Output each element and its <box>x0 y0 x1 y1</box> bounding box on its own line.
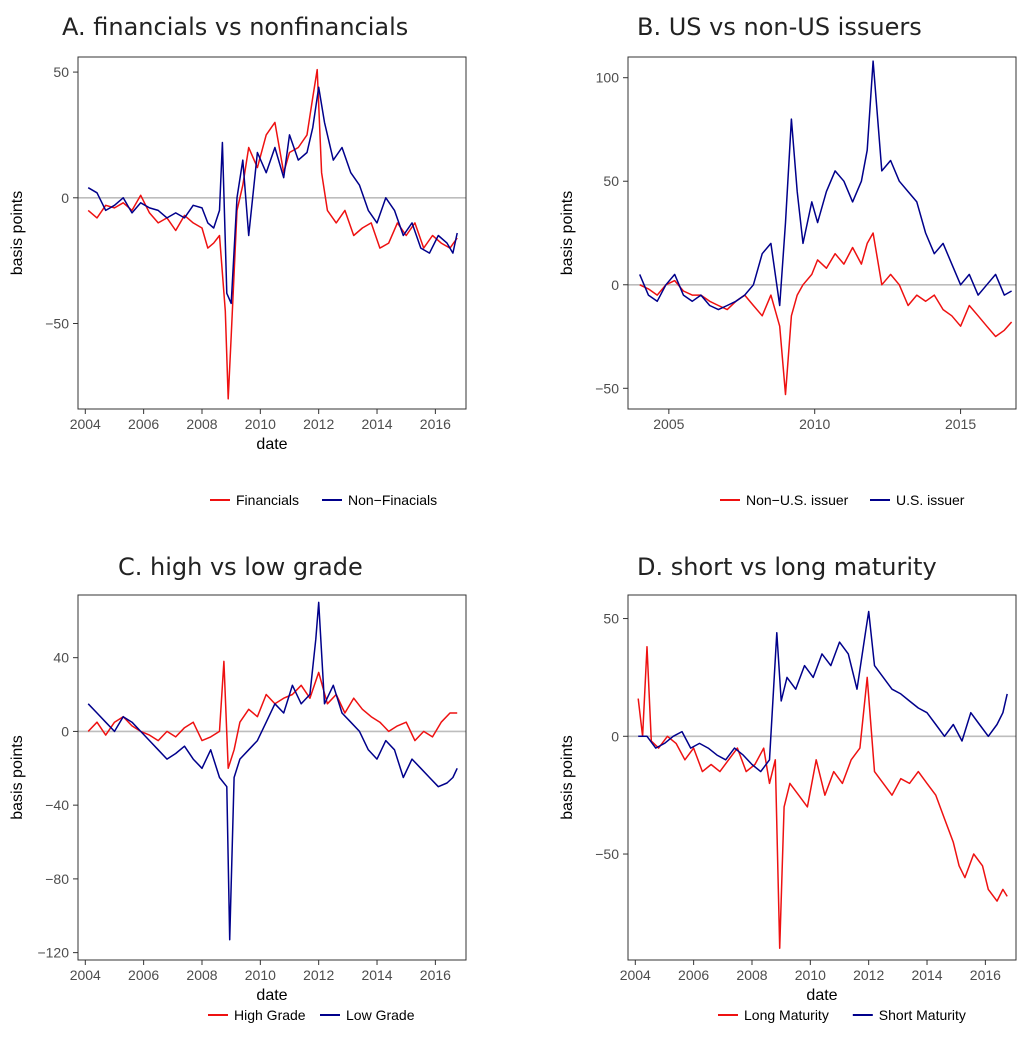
legend-label-1: Non−Finacials <box>348 492 437 508</box>
x-tick-label: 2010 <box>245 967 276 983</box>
plot-frame <box>77 594 467 961</box>
series-line-0 <box>639 232 1013 396</box>
y-tick-label: 0 <box>61 723 69 739</box>
x-tick-label: 2006 <box>678 967 709 983</box>
chart-panel-0: A. financials vs nonfinancials 2004 2006 20… <box>9 13 467 508</box>
y-tick-label: 50 <box>53 64 69 80</box>
series-line-1 <box>639 60 1012 311</box>
legend-label-0: Non−U.S. issuer <box>746 492 849 508</box>
series-line-0 <box>87 68 458 400</box>
x-tick-label: 2016 <box>420 967 451 983</box>
x-tick-label: 2004 <box>70 416 101 432</box>
x-tick-label: 2015 <box>945 416 976 432</box>
x-tick-label: 2008 <box>186 967 217 983</box>
legend-label-0: Long Maturity <box>744 1007 829 1023</box>
plot-frame <box>77 56 467 410</box>
y-tick-label: 0 <box>611 277 619 293</box>
series-line-0 <box>87 660 458 770</box>
series-line-1 <box>87 86 458 305</box>
legend-label-1: Short Maturity <box>879 1007 966 1023</box>
x-tick-label: 2004 <box>70 967 101 983</box>
legend-label-0: Financials <box>236 492 299 508</box>
plot-frame <box>627 56 1017 410</box>
chart-panel-1: B. US vs non-US issuers 2005 2010 2015 −50 0 5… <box>559 13 1017 508</box>
y-axis-label: basis points <box>559 191 576 276</box>
x-tick-label: 2005 <box>653 416 684 432</box>
series-line-1 <box>638 610 1008 773</box>
y-tick-label: 50 <box>603 611 619 627</box>
y-axis-label: basis points <box>9 735 26 820</box>
chart-panel-2: C. high vs low grade 2004 2006 2008 2010 2012… <box>9 553 467 1023</box>
y-tick-label: −50 <box>595 846 619 862</box>
x-tick-label: 2014 <box>911 967 942 983</box>
chart-panel-3: D. short vs long maturity 2004 2006 2008 201… <box>559 553 1017 1023</box>
series-line-1 <box>87 601 458 941</box>
x-tick-label: 2016 <box>970 967 1001 983</box>
y-tick-label: 0 <box>61 190 69 206</box>
x-tick-label: 2006 <box>128 967 159 983</box>
y-tick-label: 50 <box>603 173 619 189</box>
chart-title: C. high vs low grade <box>118 553 363 581</box>
x-tick-label: 2012 <box>303 967 334 983</box>
y-tick-label: 0 <box>611 728 619 744</box>
y-tick-label: −120 <box>37 945 69 961</box>
x-tick-label: 2008 <box>736 967 767 983</box>
x-tick-label: 2010 <box>245 416 276 432</box>
x-tick-label: 2008 <box>186 416 217 432</box>
x-axis-label: date <box>256 436 287 453</box>
y-tick-label: −40 <box>45 797 69 813</box>
y-tick-label: −50 <box>45 316 69 332</box>
y-tick-label: 100 <box>596 70 620 86</box>
x-tick-label: 2012 <box>303 416 334 432</box>
y-axis-label: basis points <box>9 191 26 276</box>
chart-title: B. US vs non-US issuers <box>637 13 922 41</box>
x-tick-label: 2010 <box>795 967 826 983</box>
chart-title: A. financials vs nonfinancials <box>62 13 408 41</box>
x-axis-label: date <box>256 987 287 1004</box>
y-tick-label: −50 <box>595 380 619 396</box>
x-tick-label: 2016 <box>420 416 451 432</box>
x-tick-label: 2010 <box>799 416 830 432</box>
series-line-0 <box>637 646 1008 949</box>
legend-label-1: Low Grade <box>346 1007 415 1023</box>
y-axis-label: basis points <box>559 735 576 820</box>
chart-title: D. short vs long maturity <box>637 553 937 581</box>
x-tick-label: 2004 <box>620 967 651 983</box>
plot-frame <box>627 594 1017 961</box>
x-tick-label: 2012 <box>853 967 884 983</box>
y-tick-label: 40 <box>53 650 69 666</box>
legend-label-1: U.S. issuer <box>896 492 965 508</box>
x-tick-label: 2014 <box>361 416 392 432</box>
legend-label-0: High Grade <box>234 1007 306 1023</box>
x-axis-label: date <box>806 987 837 1004</box>
x-tick-label: 2006 <box>128 416 159 432</box>
x-tick-label: 2014 <box>361 967 392 983</box>
y-tick-label: −80 <box>45 871 69 887</box>
